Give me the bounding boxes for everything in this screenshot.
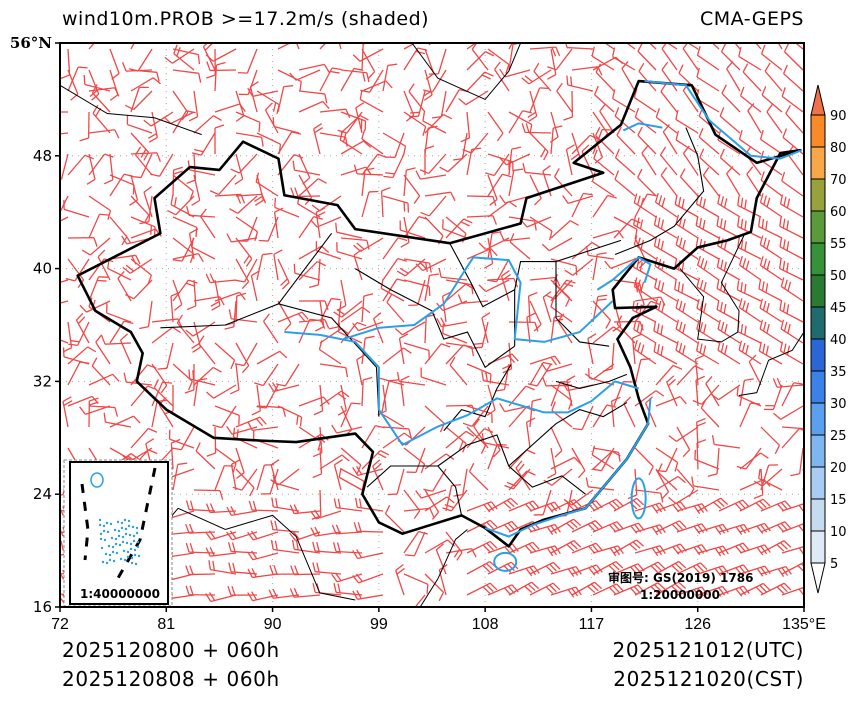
lon-tick-label: 99 — [370, 616, 388, 633]
lon-tick-label: 126 — [684, 616, 711, 633]
colorbar-level-label: 55 — [830, 237, 847, 252]
lon-tick-label: 72 — [51, 616, 69, 633]
valid-time-utc: 2025121012(UTC) — [612, 638, 804, 662]
map-approval-note: 审图号: GS(2019) 1786 1:20000000 — [608, 570, 753, 602]
init-time-utc: 2025120800 + 060h — [62, 638, 280, 662]
inset-scale-label: 1:40000000 — [80, 587, 160, 601]
lon-tick-label: 81 — [157, 616, 175, 633]
colorbar-level-label: 35 — [830, 365, 847, 380]
colorbar-level-label: 80 — [830, 141, 847, 156]
valid-time-cst: 2025121020(CST) — [613, 667, 804, 691]
lon-tick-label: 135°E — [782, 616, 826, 633]
lat-tick-label: 48 — [33, 147, 52, 165]
lon-tick-label: 108 — [472, 616, 499, 633]
colorbar-level-label: 25 — [830, 429, 847, 444]
colorbar-level-label: 30 — [830, 397, 847, 412]
colorbar-legend: 5 10 15 20 25 30 35 40 45 50 55 60 70 80 90 — [810, 84, 847, 594]
colorbar-level-label: 40 — [830, 333, 847, 348]
colorbar-level-label: 45 — [830, 301, 847, 316]
approval-number: 审图号: GS(2019) 1786 — [608, 570, 753, 585]
lat-tick-label: 16 — [33, 598, 52, 616]
wind-barbs — [60, 43, 804, 607]
colorbar-level-label: 50 — [830, 269, 847, 284]
lat-tick-label: 56°N — [10, 34, 52, 52]
lat-tick-label: 40 — [33, 260, 52, 278]
rivers-coastline — [284, 80, 803, 572]
map-title: wind10m.PROB >=17.2m/s (shaded) — [62, 8, 430, 30]
south-china-sea-inset: 1:40000000 — [63, 459, 173, 607]
colorbar-level-label: 5 — [830, 557, 838, 572]
colorbar-level-label: 70 — [830, 173, 847, 188]
colorbar-level-label: 60 — [830, 205, 847, 220]
lon-tick-label: 90 — [264, 616, 282, 633]
model-source-label: CMA-GEPS — [699, 8, 804, 30]
lat-tick-label: 32 — [33, 372, 52, 390]
country-borders — [60, 43, 804, 607]
lon-tick-label: 117 — [579, 616, 605, 633]
colorbar-level-label: 10 — [830, 525, 847, 540]
init-time-cst: 2025120808 + 060h — [62, 667, 280, 691]
colorbar-level-label: 20 — [830, 461, 847, 476]
map-scale-label: 1:20000000 — [640, 588, 720, 602]
colorbar-level-label: 15 — [830, 493, 847, 508]
colorbar-level-label: 90 — [830, 109, 847, 124]
lat-tick-label: 24 — [33, 485, 52, 503]
